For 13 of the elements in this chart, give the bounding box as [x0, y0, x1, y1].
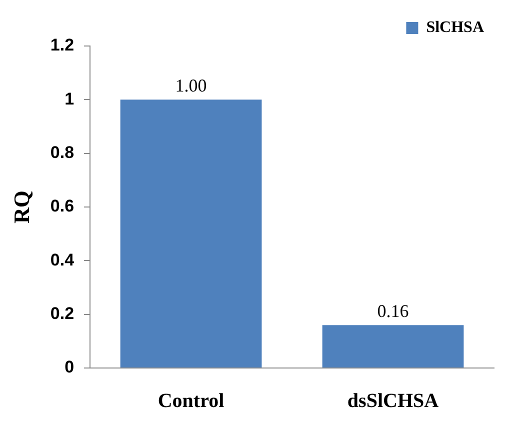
y-tick-label: 0.2: [50, 304, 74, 324]
y-tick-label: 1.2: [50, 36, 74, 55]
y-tick-label: 0: [64, 358, 74, 377]
y-axis-title: RQ: [8, 190, 34, 224]
y-tick-label: 0.4: [50, 250, 75, 270]
x-tick-label: Control: [158, 390, 225, 412]
legend-label: SlCHSA: [426, 19, 484, 36]
y-tick-label: 0.8: [50, 143, 74, 162]
data-label: 0.16: [377, 300, 409, 321]
y-tick-label: 1: [64, 89, 74, 108]
data-label: 1.00: [175, 75, 207, 96]
y-tick-label: 0.6: [50, 196, 74, 216]
x-tick-label: dsSlCHSA: [347, 390, 440, 412]
